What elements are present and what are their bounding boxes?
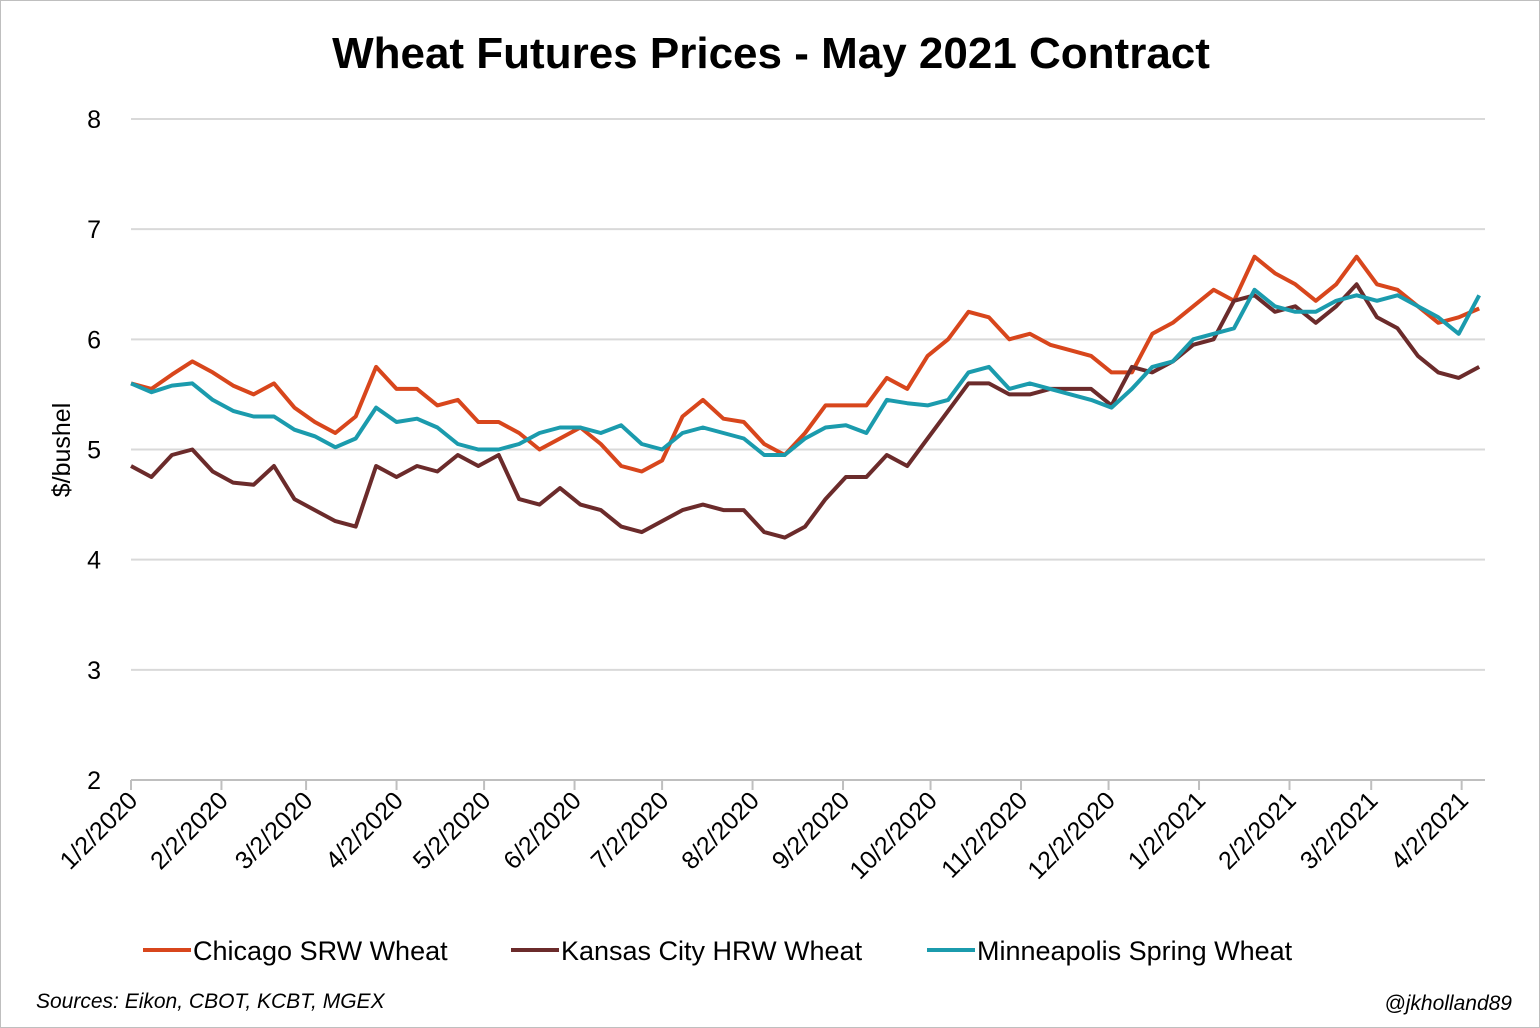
x-tick-label: 4/2/2021	[1385, 786, 1474, 875]
y-tick-label: 2	[87, 767, 101, 795]
y-tick-label: 5	[87, 437, 101, 465]
y-tick-labels: 2 3 4 5 6 7 8	[87, 106, 101, 795]
x-tick-label: 3/2/2021	[1295, 786, 1384, 875]
gridlines	[131, 118, 1485, 781]
x-tick-label: 1/2/2020	[55, 786, 144, 875]
legend-item: Chicago SRW Wheat	[143, 936, 448, 966]
y-tick-label: 8	[87, 106, 101, 134]
x-tick-label: 12/2/2020	[1022, 786, 1120, 884]
x-tick-label: 2/2/2021	[1213, 786, 1302, 875]
x-tick-label: 6/2/2020	[498, 786, 587, 875]
x-tick-label: 5/2/2020	[408, 786, 497, 875]
x-tick-label: 2/2/2020	[145, 786, 234, 875]
legend-item: Kansas City HRW Wheat	[511, 936, 863, 966]
legend-label: Kansas City HRW Wheat	[561, 936, 863, 966]
legend-label: Minneapolis Spring Wheat	[977, 936, 1293, 966]
x-tick-label: 3/2/2020	[230, 786, 319, 875]
series-lines	[130, 254, 1481, 540]
y-axis-label: $/bushel	[48, 403, 76, 498]
source-note: Sources: Eikon, CBOT, KCBT, MGEX	[36, 990, 386, 1013]
x-tick-label: 11/2/2020	[936, 786, 1033, 883]
legend: Chicago SRW Wheat Kansas City HRW Wheat Mi…	[143, 936, 1293, 966]
series-line-0	[130, 254, 1480, 474]
x-tick-label: 10/2/2020	[844, 786, 942, 884]
y-tick-label: 4	[87, 547, 101, 575]
x-tick-label: 4/2/2020	[320, 786, 409, 875]
series-line-2	[130, 287, 1481, 457]
y-tick-label: 6	[87, 326, 101, 354]
chart-title: Wheat Futures Prices - May 2021 Contract	[332, 29, 1210, 78]
x-tick-label: 7/2/2020	[586, 786, 675, 875]
series-line-1	[130, 282, 1481, 540]
x-tick-label: 9/2/2020	[767, 786, 856, 875]
y-tick-label: 3	[87, 657, 101, 685]
x-tick-label: 1/2/2021	[1123, 786, 1212, 875]
y-tick-label: 7	[87, 216, 101, 244]
legend-label: Chicago SRW Wheat	[193, 936, 448, 966]
x-tick-label: 8/2/2020	[676, 786, 765, 875]
legend-item: Minneapolis Spring Wheat	[927, 936, 1293, 966]
credit: @jkholland89	[1384, 992, 1512, 1015]
